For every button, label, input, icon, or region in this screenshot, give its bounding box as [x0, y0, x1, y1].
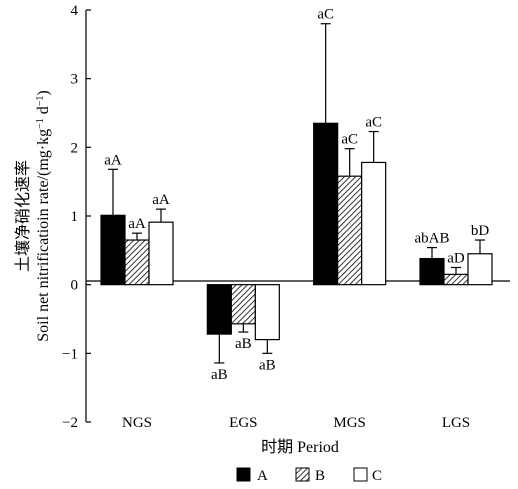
bar	[100, 214, 126, 286]
y-axis-title-en: Soil net nitrificatioin rate/(mg·kg−1 d−…	[35, 90, 53, 341]
significance-label: aB	[211, 367, 228, 383]
bar	[419, 257, 445, 286]
y-axis-title: 土壤净硝化速率 Soil net nitrificatioin rate/(mg…	[13, 90, 52, 341]
y-tick-label: 3	[71, 72, 79, 88]
y-tick-label: 1	[71, 209, 79, 225]
y-axis-title-end: )	[35, 90, 52, 95]
bar	[206, 284, 232, 335]
legend: A B C	[236, 467, 382, 484]
bar	[467, 253, 493, 286]
bar	[443, 273, 469, 286]
y-axis-title-sup1: −1	[35, 118, 46, 129]
y-axis-title-en-main: Soil net nitrificatioin rate/(mg·kg	[35, 129, 52, 342]
bar	[313, 122, 339, 286]
bar	[361, 161, 387, 286]
significance-label: aC	[317, 7, 334, 23]
significance-label: bD	[471, 223, 490, 239]
significance-label: aB	[235, 336, 252, 352]
significance-label: aC	[341, 132, 358, 148]
significance-label: aA	[104, 152, 122, 168]
bar	[230, 284, 256, 325]
y-axis-title-sup2: −1	[35, 96, 46, 107]
bar	[124, 239, 150, 286]
x-tick-labels-layer: NGS EGS MGS LGS	[122, 415, 470, 431]
significance-label: aD	[447, 251, 465, 267]
x-tick-label: NGS	[122, 415, 152, 431]
legend-label-b: B	[315, 468, 325, 484]
significance-label: aC	[365, 115, 382, 131]
significance-label: aA	[128, 216, 146, 232]
significance-label: aA	[152, 192, 170, 208]
y-tick-label: 4	[71, 3, 79, 19]
x-tick-label: LGS	[442, 415, 470, 431]
legend-label-c: C	[372, 468, 382, 484]
legend-label-a: A	[257, 468, 268, 484]
x-axis-title: 时期 Period	[261, 438, 339, 456]
y-axis-title-cn: 土壤净硝化速率	[13, 160, 32, 272]
x-tick-label: MGS	[333, 415, 366, 431]
bar	[337, 175, 363, 286]
y-tick-layer: 4 3 2 1 0 −1 −2	[62, 3, 91, 431]
legend-swatch-c	[353, 467, 368, 482]
bar	[148, 221, 174, 286]
legend-swatch-b	[295, 467, 310, 482]
significance-label: abAB	[414, 231, 449, 247]
bar	[254, 284, 280, 341]
y-tick-label: −2	[62, 415, 78, 431]
x-tick-label: EGS	[229, 415, 257, 431]
legend-swatch-a	[236, 467, 251, 482]
significance-label: aB	[259, 357, 276, 373]
y-tick-label: −1	[62, 346, 78, 362]
significance-labels-layer: aA aA aA aB aB aB aC aC aC abAB aD bD	[104, 7, 489, 383]
bars-layer	[100, 23, 493, 364]
y-tick-label: 0	[71, 278, 79, 294]
y-axis-title-unit: d	[35, 106, 52, 118]
y-tick-label: 2	[71, 140, 79, 156]
